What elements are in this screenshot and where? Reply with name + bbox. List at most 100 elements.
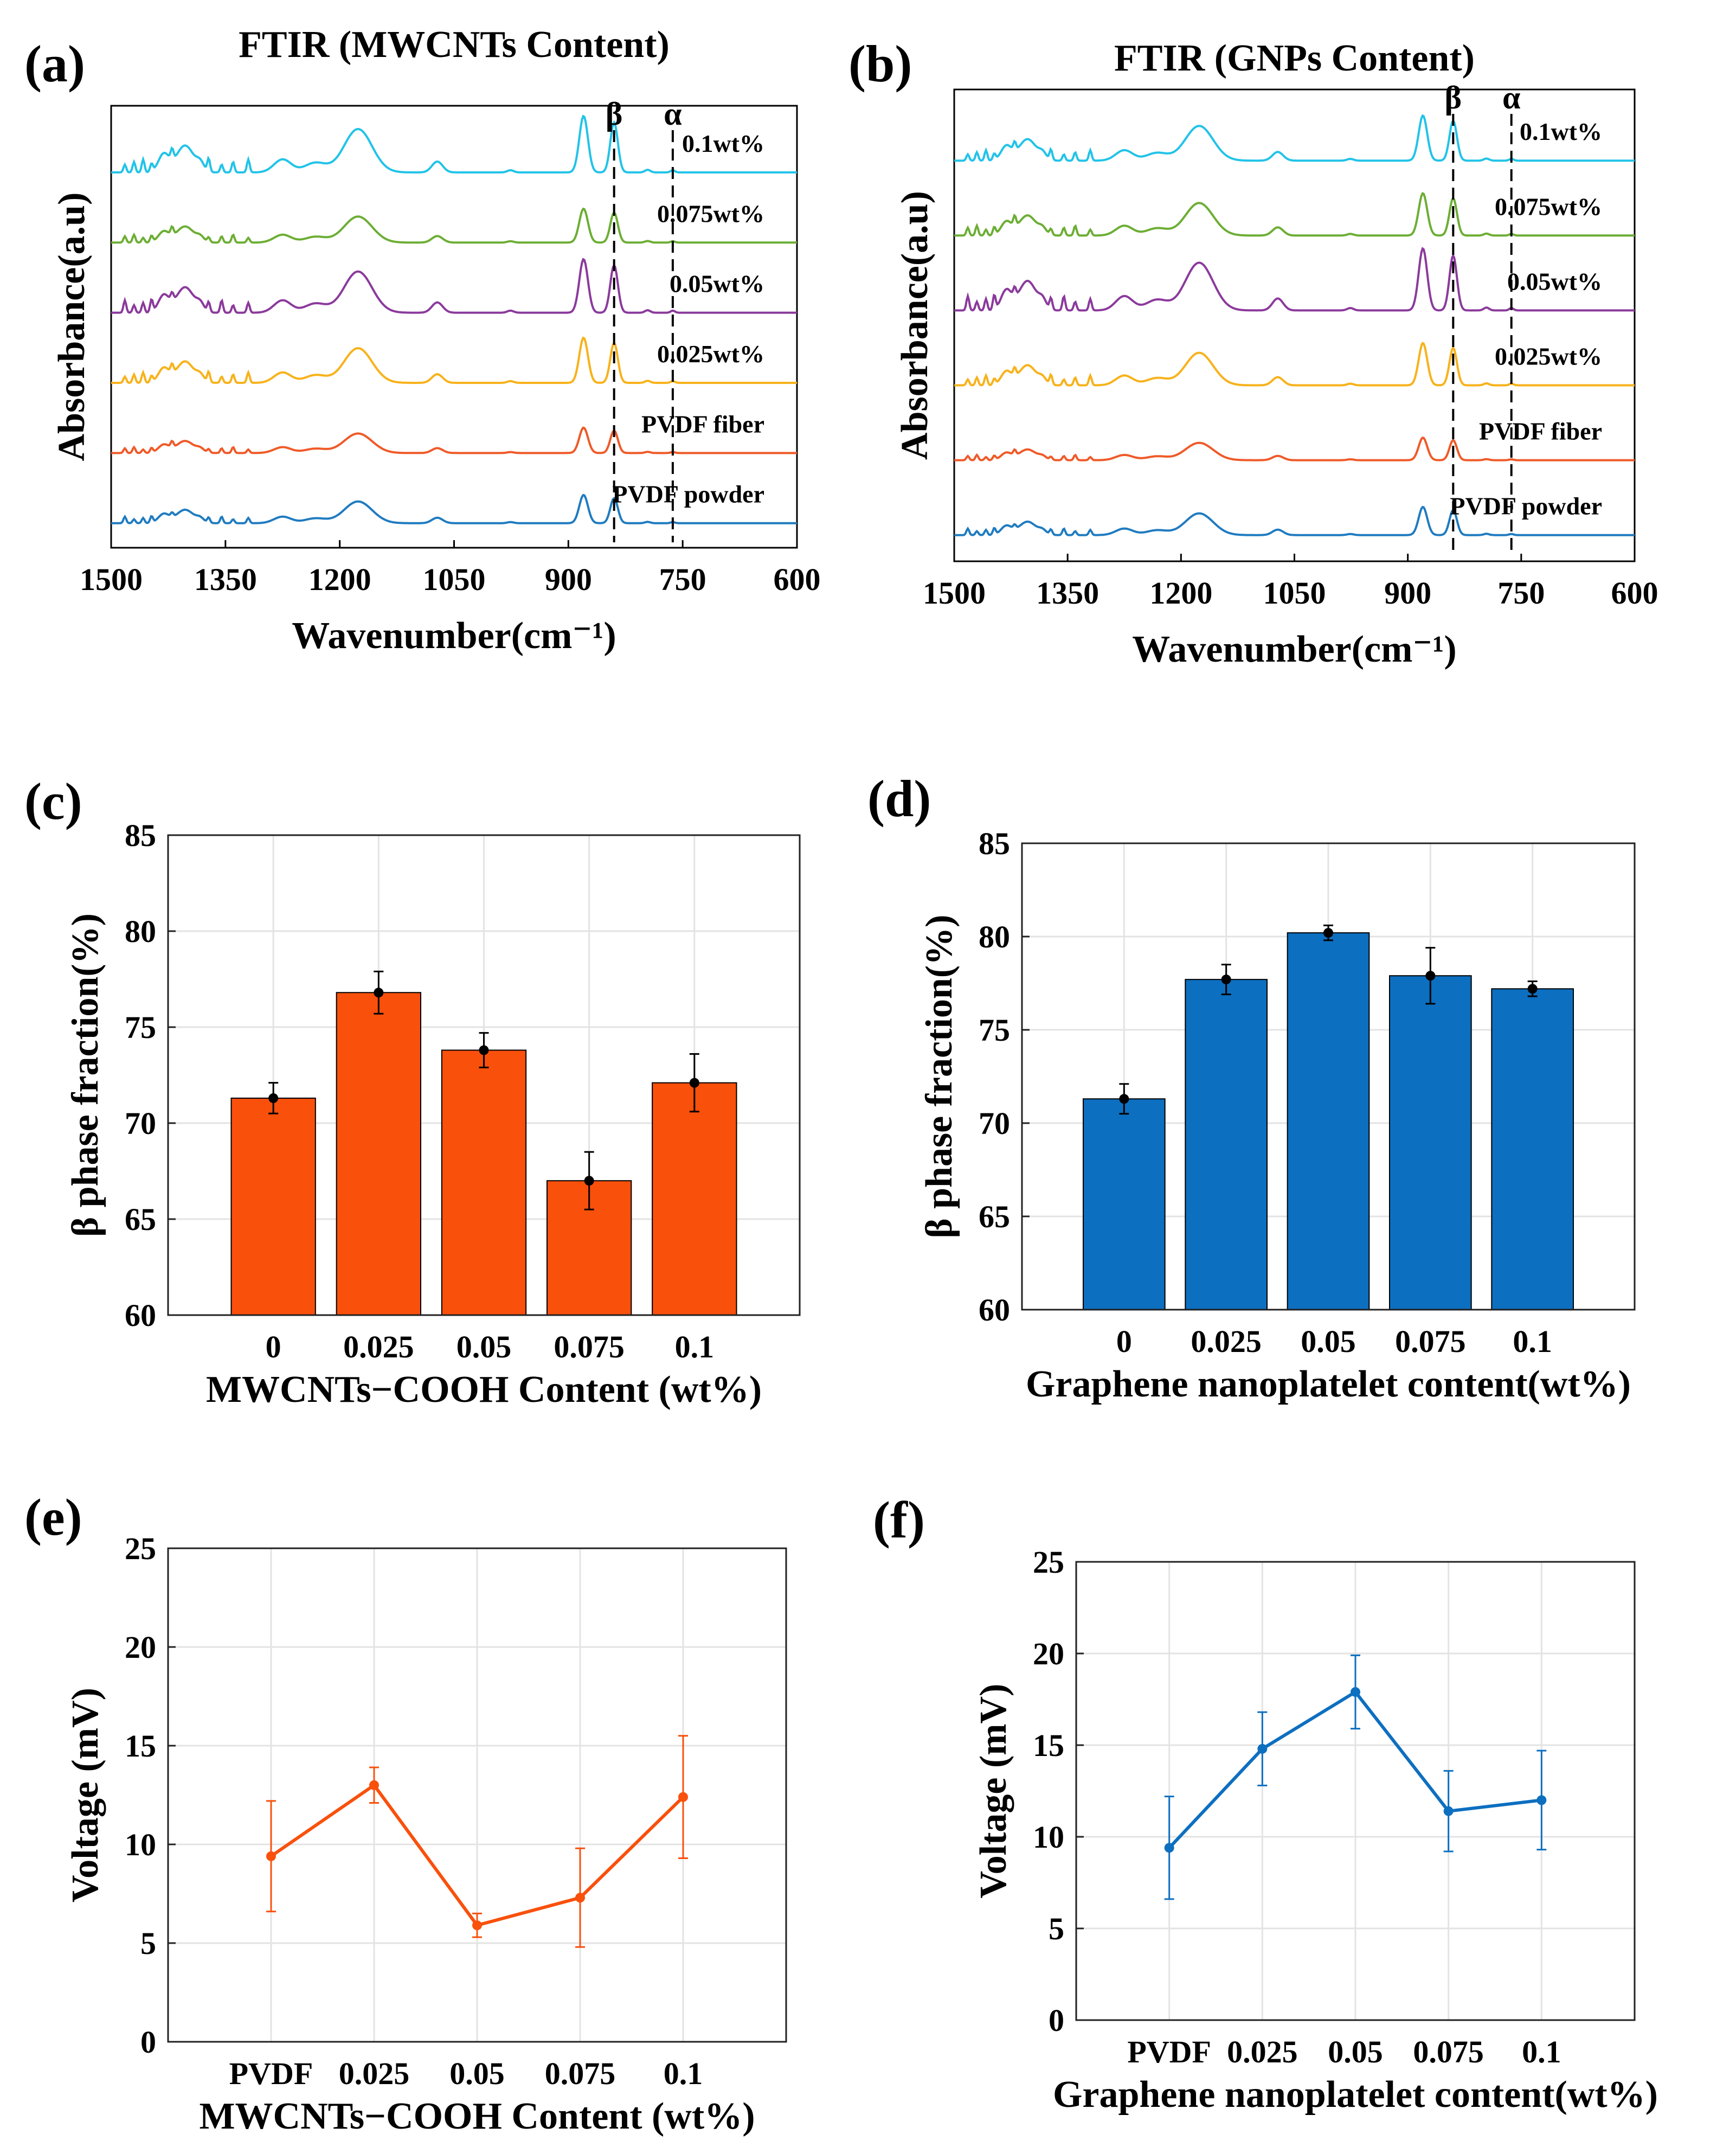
spectrum-trace xyxy=(954,247,1635,312)
x-tick-label: 0.1 xyxy=(1513,1324,1552,1359)
bar xyxy=(441,1049,527,1316)
bar xyxy=(1389,975,1472,1310)
beta-fraction-gnps-chart: 60 65 70 75 80 85 0 0.025 0.05 0.075 0.1 Graphene n… xyxy=(918,826,1636,1405)
spectrum-label: PVDF fiber xyxy=(1479,418,1602,445)
y-tick-label: 70 xyxy=(979,1106,1010,1141)
y-tick-label: 65 xyxy=(125,1202,156,1237)
x-axis-label: MWCNTs−COOH Content (wt%) xyxy=(206,1369,762,1411)
data-point xyxy=(369,1780,379,1790)
panel-letter-a: (a) xyxy=(24,35,85,93)
y-axis-label: β phase fraction(%) xyxy=(65,913,106,1237)
x-tick-label: 750 xyxy=(659,562,706,597)
plot-frame xyxy=(1021,842,1636,1311)
y-axis-label: β phase fraction(%) xyxy=(918,915,960,1239)
x-axis-label: MWCNTs−COOH Content (wt%) xyxy=(199,2095,755,2137)
bar xyxy=(230,1097,316,1316)
x-axis-label: Graphene nanoplatelet content(wt%) xyxy=(1053,2074,1658,2116)
y-axis-label: Voltage (mV) xyxy=(65,1688,106,1902)
x-axis-label: Wavenumber(cm⁻¹) xyxy=(292,615,616,657)
data-point xyxy=(1527,984,1538,994)
spectrum-trace xyxy=(111,494,797,524)
chart-title: FTIR (MWCNTs Content) xyxy=(239,24,670,66)
data-point xyxy=(1425,971,1436,981)
bar xyxy=(1491,988,1574,1310)
x-tick-label: PVDF xyxy=(1127,2034,1211,2069)
x-tick-label: 0.1 xyxy=(675,1329,715,1364)
y-tick-label: 5 xyxy=(1049,1911,1064,1946)
spectrum-label: PVDF powder xyxy=(1450,492,1602,520)
spectrum-label: PVDF powder xyxy=(612,480,764,508)
beta-fraction-mwcnts-chart: 60 65 70 75 80 85 0 0.025 0.05 0.075 0.1 MWCNTs−COO… xyxy=(65,818,801,1411)
y-tick-label: 70 xyxy=(125,1106,156,1141)
y-tick-label: 85 xyxy=(125,818,156,853)
data-point xyxy=(268,1093,279,1103)
x-tick-label: 1200 xyxy=(308,562,371,597)
y-tick-label: 85 xyxy=(979,826,1010,861)
spectrum-trace xyxy=(954,191,1635,237)
x-tick-label: 1050 xyxy=(423,562,486,597)
x-tick-label: 0.025 xyxy=(343,1329,414,1364)
x-tick-label: 0.1 xyxy=(1522,2034,1561,2069)
data-point xyxy=(266,1851,276,1861)
y-axis-label: Absorbance(a.u) xyxy=(51,193,93,462)
reference-line-label: β xyxy=(1445,80,1462,116)
y-tick-label: 20 xyxy=(1033,1636,1064,1671)
y-tick-label: 75 xyxy=(125,1010,156,1045)
data-point xyxy=(1257,1744,1268,1754)
y-tick-label: 10 xyxy=(125,1827,156,1862)
plot-frame xyxy=(167,834,801,1316)
data-point xyxy=(1119,1094,1129,1104)
plot-frame xyxy=(167,1547,787,2043)
bar xyxy=(652,1082,737,1316)
x-tick-label: 0.025 xyxy=(1227,2034,1298,2069)
spectrum-label: 0.075wt% xyxy=(657,200,764,227)
data-point xyxy=(1443,1806,1454,1816)
y-tick-label: 0 xyxy=(1049,2003,1064,2038)
plot-frame xyxy=(1075,1561,1636,2021)
spectrum-label: 0.025wt% xyxy=(1495,342,1602,370)
y-tick-label: 5 xyxy=(140,1926,156,1961)
y-tick-label: 25 xyxy=(125,1531,156,1566)
x-tick-label: 1500 xyxy=(80,562,143,597)
y-tick-label: 80 xyxy=(979,919,1010,954)
x-tick-label: 0.075 xyxy=(545,2056,616,2091)
y-tick-label: 65 xyxy=(979,1199,1010,1234)
x-axis-label: Graphene nanoplatelet content(wt%) xyxy=(1026,1363,1631,1405)
data-point xyxy=(575,1893,585,1903)
y-tick-label: 0 xyxy=(140,2024,156,2060)
spectrum-trace xyxy=(954,505,1635,536)
x-tick-label: 1050 xyxy=(1263,575,1326,611)
y-tick-label: 75 xyxy=(979,1012,1010,1048)
y-axis-label: Voltage (mV) xyxy=(973,1684,1014,1899)
x-tick-label: 0.075 xyxy=(554,1329,625,1364)
ftir-mwcnts-chart: FTIR (MWCNTs Content) 1500 1350 1200 1050 900… xyxy=(51,24,821,657)
data-point xyxy=(1221,975,1231,985)
y-tick-label: 10 xyxy=(1033,1819,1064,1855)
data-point xyxy=(1323,928,1333,938)
spectrum-label: 0.1wt% xyxy=(1520,118,1602,145)
voltage-gnps-chart: 0 5 10 15 20 25 PVDF 0.025 0.05 0.075 0.1 Graphene … xyxy=(973,1544,1658,2116)
data-point xyxy=(1164,1843,1174,1853)
y-tick-label: 15 xyxy=(1033,1728,1064,1763)
data-point xyxy=(689,1078,699,1088)
reference-line-label: α xyxy=(1502,80,1521,116)
spectrum-label: 0.1wt% xyxy=(682,130,764,157)
chart-title: FTIR (GNPs Content) xyxy=(1114,37,1475,79)
x-tick-label: 0.075 xyxy=(1395,1324,1466,1359)
x-tick-label: PVDF xyxy=(229,2056,313,2091)
x-tick-label: 1350 xyxy=(194,562,257,597)
spectrum-label: 0.05wt% xyxy=(1507,267,1602,295)
panel-letter-e: (e) xyxy=(24,1488,82,1546)
data-point xyxy=(374,988,384,998)
spectrum-trace xyxy=(954,436,1635,462)
x-tick-label: 1350 xyxy=(1036,575,1099,611)
y-tick-label: 15 xyxy=(125,1728,156,1764)
y-tick-label: 60 xyxy=(125,1298,156,1333)
spectrum-trace xyxy=(954,114,1635,162)
bar xyxy=(1287,932,1370,1310)
x-tick-label: 0 xyxy=(266,1329,281,1364)
x-axis-label: Wavenumber(cm⁻¹) xyxy=(1132,629,1456,670)
bar xyxy=(336,992,422,1316)
reference-line-label: α xyxy=(664,96,682,132)
